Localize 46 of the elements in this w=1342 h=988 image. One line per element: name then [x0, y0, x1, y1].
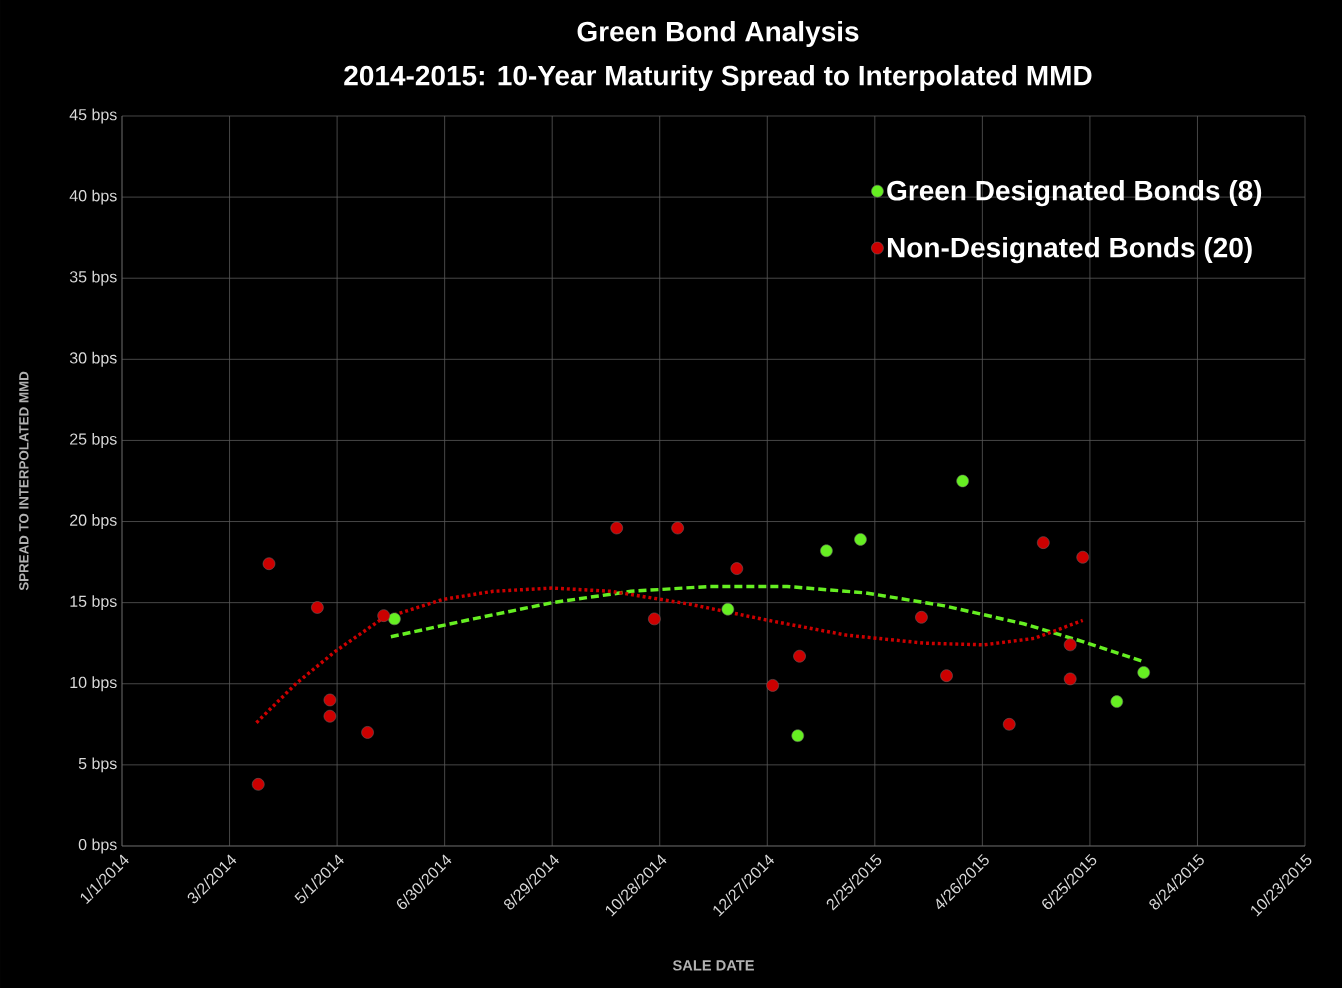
point — [854, 533, 867, 546]
point — [311, 601, 324, 614]
point — [1002, 718, 1016, 731]
point — [1037, 536, 1050, 549]
point — [1063, 672, 1077, 686]
y-tick-label: 25 bps — [70, 432, 117, 448]
point — [323, 709, 337, 723]
point — [915, 610, 928, 624]
point — [1063, 638, 1077, 652]
point — [671, 521, 684, 535]
point — [262, 557, 276, 570]
point — [1076, 550, 1090, 564]
y-axis-title: SPREAD TO INTERPOLATED MMD — [19, 371, 29, 591]
y-tick-label: 10 bps — [70, 676, 117, 692]
x-axis-title: SALE DATE — [672, 960, 754, 971]
legend-label: Non-Designated Bonds (20) — [887, 236, 1252, 264]
point — [766, 679, 779, 692]
point — [721, 602, 735, 616]
y-tick-label: 35 bps — [69, 270, 117, 286]
point — [648, 612, 661, 626]
legend-label: Green Designated Bonds (8) — [887, 180, 1262, 207]
point — [1110, 695, 1124, 708]
point — [940, 669, 953, 682]
point — [793, 649, 806, 663]
line-series — [254, 586, 1085, 725]
y-tick-label: 20 bps — [70, 514, 117, 529]
point — [377, 609, 390, 622]
y-tick-label: 0 bps — [78, 838, 117, 854]
point — [388, 612, 401, 626]
point — [1137, 666, 1150, 679]
line-series — [389, 584, 1144, 663]
point — [730, 562, 744, 575]
point — [251, 778, 265, 791]
y-tick-label: 45 bps — [69, 108, 117, 124]
point — [956, 474, 969, 488]
point — [323, 693, 337, 707]
y-tick-label: 30 bps — [69, 351, 117, 367]
chart-title: Green Bond Analysis — [577, 20, 859, 48]
point — [361, 726, 374, 739]
y-tick-label: 40 bps — [69, 189, 117, 205]
y-tick-label: 5 bps — [78, 757, 117, 773]
point — [610, 521, 623, 535]
point — [820, 544, 833, 558]
point — [791, 729, 805, 742]
chart-subtitle: 2014-2015: 10-Year Maturity Spread to Interpolated MMD — [344, 64, 1092, 92]
y-tick-label: 15 bps — [70, 595, 117, 611]
